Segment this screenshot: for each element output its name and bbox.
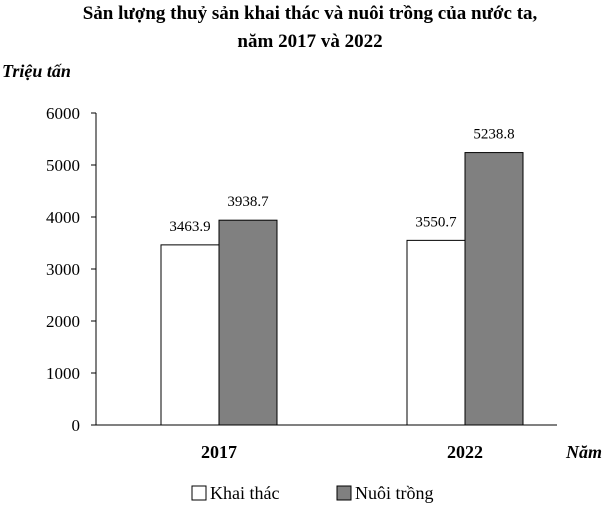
- data-label: 3463.9: [169, 219, 210, 235]
- x-axis-label: Năm: [565, 442, 602, 462]
- bar: [160, 244, 220, 426]
- y-tick-label: 2000: [46, 312, 80, 331]
- legend-swatch: [191, 485, 207, 501]
- y-axis-label: Triệu tấn: [2, 61, 71, 81]
- y-tick-label: 1000: [46, 364, 80, 383]
- legend-swatch: [336, 485, 352, 501]
- legend-label: Nuôi trồng: [355, 483, 434, 503]
- plot-area: 0 1000 2000 3000 4000 5000 6000 3463.9 3938.7 201…: [46, 104, 557, 462]
- x-tick-label: 2022: [447, 442, 483, 462]
- legend-label: Khai thác: [210, 483, 279, 503]
- bar: [406, 239, 466, 426]
- data-label: 3550.7: [415, 214, 457, 230]
- y-tick-label: 0: [72, 416, 81, 435]
- bar: [464, 152, 524, 426]
- chart-title-line-2: năm 2017 và 2022: [237, 31, 382, 52]
- bar: [218, 219, 278, 426]
- y-tick-label: 5000: [46, 156, 80, 175]
- data-label: 3938.7: [227, 194, 269, 210]
- legend: Khai thác Nuôi trồng: [191, 483, 434, 503]
- y-tick-label: 6000: [46, 104, 80, 123]
- x-tick-label: 2017: [201, 442, 237, 462]
- data-label: 5238.8: [473, 127, 514, 143]
- chart-title-line-1: Sản lượng thuỷ sản khai thác và nuôi trồ…: [83, 3, 538, 24]
- y-tick-label: 3000: [46, 260, 80, 279]
- y-tick-label: 4000: [46, 208, 80, 227]
